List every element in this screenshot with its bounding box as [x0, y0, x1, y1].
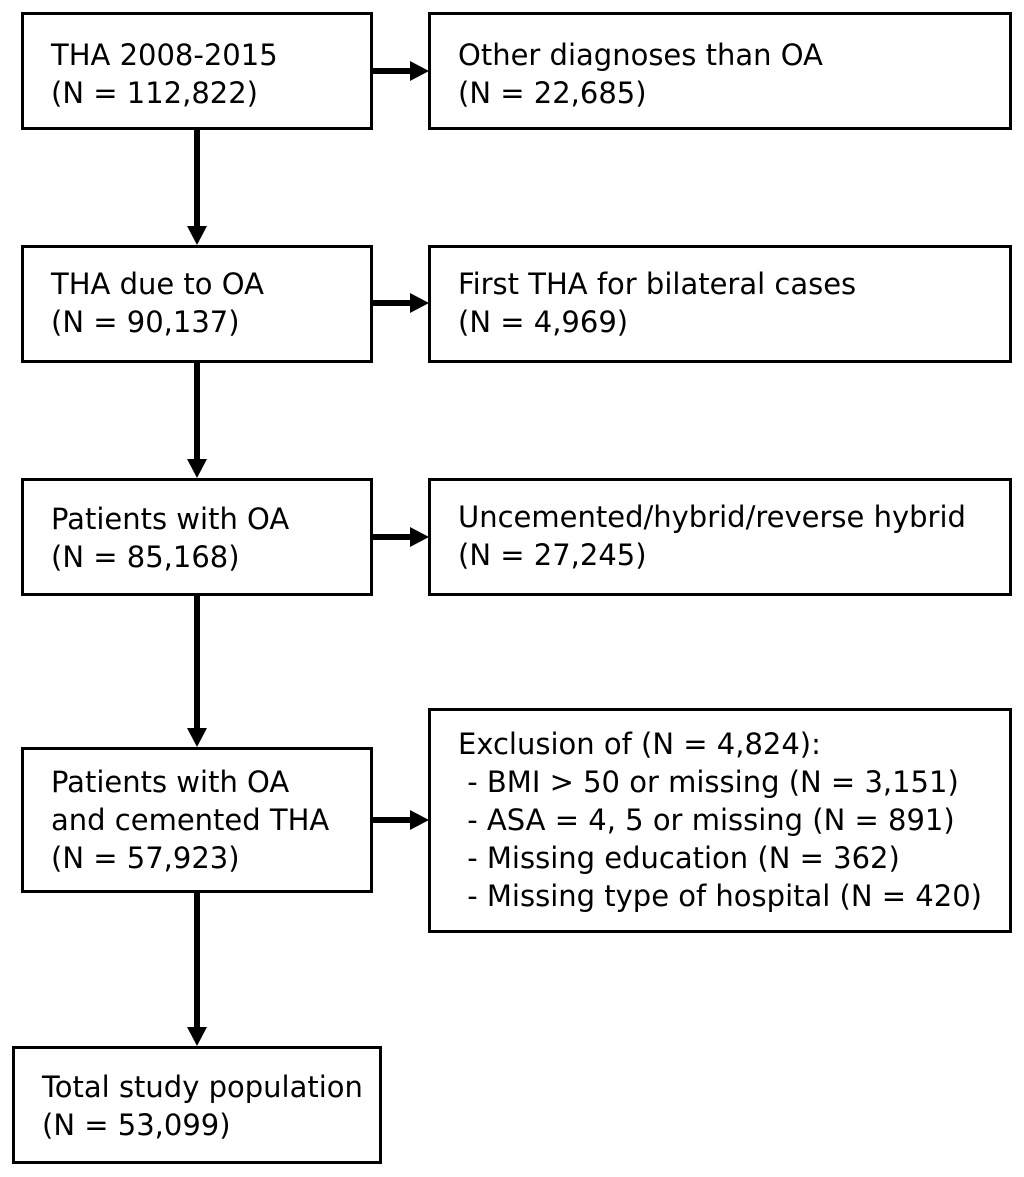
exclusion-item-bmi: - BMI > 50 or missing (N = 3,151) — [458, 765, 959, 799]
exclusion-item-education: - Missing education (N = 362) — [458, 841, 900, 875]
box-patients-cemented-tha: Patients with OA and cemented THA (N = 5… — [21, 747, 373, 893]
exclusion-item-asa: - ASA = 4, 5 or missing (N = 891) — [458, 803, 955, 837]
arrowhead-down-2 — [187, 459, 207, 478]
box-count: (N = 112,822) — [51, 76, 258, 110]
box-text-line: First THA for bilateral cases — [458, 267, 857, 301]
box-tha-2008-2015: THA 2008-2015 (N = 112,822) — [21, 12, 373, 130]
box-text-line: Total study population — [42, 1070, 363, 1104]
arrowhead-right-1 — [410, 61, 429, 81]
box-count: (N = 90,137) — [51, 305, 240, 339]
box-tha-due-to-oa: THA due to OA (N = 90,137) — [21, 245, 373, 363]
box-text-line: Uncemented/hybrid/reverse hybrid — [458, 500, 966, 534]
box-text-line: Other diagnoses than OA — [458, 38, 823, 72]
box-excluded-other-diagnoses: Other diagnoses than OA (N = 22,685) — [428, 12, 1012, 130]
box-excluded-uncemented-hybrid: Uncemented/hybrid/reverse hybrid (N = 27… — [428, 478, 1012, 596]
box-count: (N = 53,099) — [42, 1108, 231, 1142]
box-exclusion-criteria: Exclusion of (N = 4,824): - BMI > 50 or … — [428, 708, 1012, 933]
arrowhead-down-3 — [187, 728, 207, 747]
arrowhead-right-2 — [410, 293, 429, 313]
box-count: (N = 57,923) — [51, 841, 240, 875]
box-count: (N = 4,969) — [458, 305, 629, 339]
box-text-line: THA 2008-2015 — [51, 38, 278, 72]
box-text-line: Patients with OA — [51, 502, 290, 536]
box-excluded-first-tha-bilateral: First THA for bilateral cases (N = 4,969… — [428, 245, 1012, 363]
box-count: (N = 27,245) — [458, 538, 647, 572]
arrowhead-down-1 — [187, 226, 207, 245]
box-text-line: and cemented THA — [51, 803, 330, 837]
exclusion-item-hospital: - Missing type of hospital (N = 420) — [458, 879, 982, 913]
box-count: (N = 22,685) — [458, 76, 647, 110]
box-text-line: Exclusion of (N = 4,824): — [458, 727, 821, 761]
box-count: (N = 85,168) — [51, 540, 240, 574]
box-text-line: Patients with OA — [51, 765, 290, 799]
arrowhead-right-4 — [410, 810, 429, 830]
box-patients-with-oa: Patients with OA (N = 85,168) — [21, 478, 373, 596]
arrowhead-down-4 — [187, 1027, 207, 1046]
box-total-study-population: Total study population (N = 53,099) — [12, 1046, 382, 1164]
box-text-line: THA due to OA — [51, 267, 264, 301]
arrowhead-right-3 — [410, 527, 429, 547]
